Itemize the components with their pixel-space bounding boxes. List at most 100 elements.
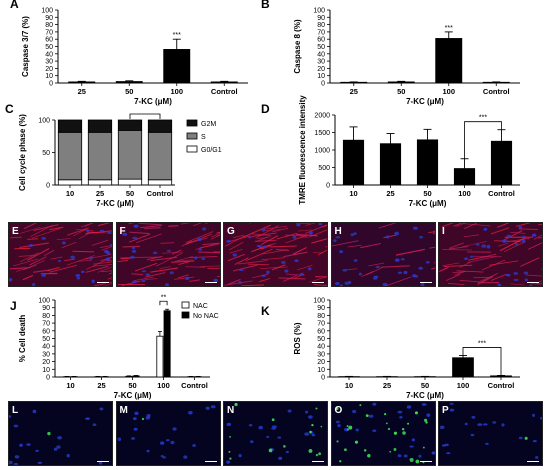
actin-fiber xyxy=(206,267,220,270)
nucleus xyxy=(522,235,526,238)
actin-fiber xyxy=(259,277,271,283)
micrograph-label: G xyxy=(227,226,235,237)
nucleus xyxy=(477,423,483,427)
nucleus xyxy=(485,442,489,445)
nucleus xyxy=(400,258,405,261)
y-tick-label-d: 1500 xyxy=(314,130,330,137)
nucleus xyxy=(133,427,138,431)
nucleus xyxy=(152,251,157,255)
actin-fiber xyxy=(133,276,154,281)
y-tick-label-j: 100 xyxy=(38,298,50,305)
nucleus xyxy=(425,261,430,264)
actin-fiber xyxy=(43,250,55,256)
stacked-segment-c xyxy=(87,131,113,181)
actin-fiber xyxy=(97,223,110,227)
x-tick-label-j: Control xyxy=(181,381,208,390)
nucleus xyxy=(131,249,136,253)
actin-fiber xyxy=(19,252,39,263)
actin-fiber xyxy=(325,246,327,248)
x-axis-label-b: 7-KC (μM) xyxy=(406,97,444,106)
scale-bar xyxy=(419,282,432,283)
actin-fiber xyxy=(428,246,435,249)
nucleus xyxy=(403,454,408,458)
nucleus xyxy=(141,270,146,273)
ros-signal xyxy=(229,457,232,460)
actin-fiber xyxy=(467,256,497,263)
micrograph-g: G xyxy=(223,222,328,287)
micrograph-texture xyxy=(9,223,112,286)
micrograph-f: F xyxy=(115,222,221,287)
scale-bar xyxy=(204,282,217,283)
nucleus xyxy=(161,456,166,459)
nucleus xyxy=(521,239,526,243)
ros-signal xyxy=(228,450,231,453)
nucleus xyxy=(294,259,299,263)
micrograph-e: E xyxy=(8,222,113,287)
nucleus xyxy=(62,241,66,245)
micrograph-texture xyxy=(117,405,216,459)
micrograph-texture xyxy=(439,223,542,286)
nucleus xyxy=(41,273,46,277)
actin-fiber xyxy=(128,223,135,225)
nucleus xyxy=(441,444,446,447)
nucleus xyxy=(53,447,58,451)
nucleus xyxy=(513,272,518,275)
actin-fiber xyxy=(155,252,182,267)
actin-fiber xyxy=(137,223,162,226)
actin-fiber xyxy=(30,224,54,237)
actin-fiber xyxy=(331,240,359,247)
actin-fiber xyxy=(97,266,112,273)
actin-fiber xyxy=(177,261,189,266)
bar-a xyxy=(115,81,143,84)
nucleus xyxy=(81,270,85,274)
actin-fiber xyxy=(296,264,313,271)
nucleus xyxy=(121,232,127,236)
legend-label-c: S xyxy=(201,134,206,141)
nucleus xyxy=(210,405,216,409)
y-tick-label-a: 60 xyxy=(45,37,53,44)
actin-fiber xyxy=(201,242,220,246)
actin-fiber xyxy=(533,234,542,240)
actin-fiber xyxy=(120,280,141,286)
y-tick-label-b: 70 xyxy=(317,29,325,36)
actin-fiber xyxy=(143,278,157,281)
actin-fiber xyxy=(442,248,473,251)
nucleus xyxy=(430,451,435,455)
nucleus xyxy=(146,449,150,453)
nucleus xyxy=(32,409,37,414)
nucleus xyxy=(475,243,480,246)
actin-fiber xyxy=(210,234,220,240)
bar-j xyxy=(163,310,171,378)
actin-fiber xyxy=(432,230,435,233)
actin-fiber xyxy=(135,233,162,244)
significance-marker-k: *** xyxy=(478,340,486,347)
nucleus xyxy=(191,444,196,448)
micrograph-texture xyxy=(335,402,435,464)
micrograph-texture xyxy=(331,223,435,286)
actin-fiber xyxy=(473,255,502,258)
actin-fiber xyxy=(20,226,41,234)
bar-j xyxy=(132,375,140,378)
actin-fiber xyxy=(128,231,149,235)
ros-signal xyxy=(283,445,286,448)
actin-fiber xyxy=(146,255,162,261)
x-tick-label-d: 100 xyxy=(458,189,471,198)
actin-fiber xyxy=(180,223,191,225)
actin-fiber xyxy=(488,260,519,266)
nucleus xyxy=(398,415,403,419)
micrograph-label: H xyxy=(334,226,342,237)
ros-signal xyxy=(524,436,528,440)
x-tick-label-a: 50 xyxy=(125,87,133,96)
nucleus xyxy=(309,231,313,235)
nucleus xyxy=(334,281,340,286)
actin-fiber xyxy=(255,225,279,239)
nucleus xyxy=(266,435,270,439)
nucleus xyxy=(529,284,533,286)
actin-fiber xyxy=(216,276,220,278)
nucleus xyxy=(9,415,12,418)
panel-label-d: D xyxy=(261,102,270,116)
x-tick-label-c: 50 xyxy=(126,189,134,198)
nucleus xyxy=(518,436,523,440)
